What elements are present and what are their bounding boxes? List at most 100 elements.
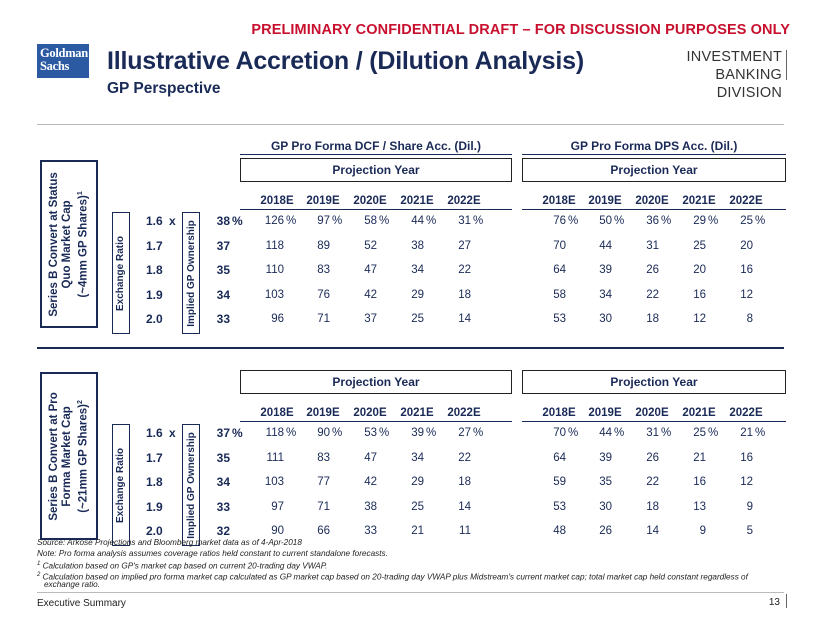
dps-cell: 53: [553, 313, 566, 325]
dcf-cell: 66: [317, 525, 330, 537]
dcf-cell: 22: [458, 264, 471, 276]
group-underline-dps: [522, 154, 786, 155]
dcf-cell: 38: [364, 500, 377, 513]
dcf-cell: 103: [264, 288, 284, 301]
year-header-dps: 2019E: [588, 407, 622, 419]
year-header-dps: 2021E: [682, 407, 716, 419]
dps-cell: 25: [740, 215, 753, 227]
year-header-dcf: 2018E: [260, 195, 294, 207]
dcf-pct: %: [286, 215, 297, 227]
dcf-cell: 118: [265, 427, 284, 439]
side-line1: Series B Convert at Pro: [47, 391, 60, 521]
exchange-ratio-value: 1.8: [146, 475, 163, 489]
exchange-ratio-label: Exchange Ratio: [115, 447, 127, 523]
dcf-cell: 44: [411, 215, 424, 227]
dcf-cell: 110: [265, 264, 284, 276]
dps-pct: %: [755, 215, 766, 227]
dcf-cell: 71: [317, 500, 330, 513]
dps-cell: 18: [646, 313, 659, 325]
panel-side-text: Series B Convert at Status Quo Market Cap…: [48, 172, 91, 316]
year-header-dcf: 2022E: [447, 407, 481, 419]
exchange-ratio-value: 2.0: [146, 312, 163, 326]
dps-cell: 16: [693, 476, 706, 488]
ownership-label-box: Implied GP Ownership: [182, 424, 200, 546]
dps-cell: 48: [553, 525, 566, 537]
dcf-cell: 27: [458, 427, 471, 439]
year-header-dcf: 2019E: [306, 407, 340, 419]
dcf-pct: %: [473, 215, 484, 227]
goldman-sachs-logo: Goldman Sachs: [37, 44, 89, 78]
dcf-pct: %: [426, 215, 437, 227]
dcf-cell: 34: [411, 451, 424, 464]
dcf-cell: 97: [271, 500, 284, 513]
dps-cell: 9: [746, 500, 753, 513]
year-header-dcf: 2020E: [353, 195, 387, 207]
exchange-ratio-label-box: Exchange Ratio: [112, 424, 130, 546]
ownership-value: 34: [216, 287, 230, 302]
page-number: 13: [768, 597, 780, 608]
dps-pct: %: [755, 427, 766, 439]
dcf-cell: 25: [411, 313, 424, 325]
dps-cell: 64: [553, 264, 566, 276]
side-line3-sup: 2: [76, 399, 84, 404]
ownership-value: 35: [216, 263, 230, 277]
exchange-ratio-value: 1.7: [146, 238, 163, 253]
dcf-cell: 90: [271, 525, 284, 537]
side-line3: (~21mm GP Shares)2: [74, 392, 91, 520]
ownership-label: Implied GP Ownership: [185, 219, 197, 327]
dps-cell: 44: [599, 427, 612, 439]
ownership-value: 37: [216, 426, 230, 440]
logo-line1: Goldman: [40, 46, 88, 60]
footer-section: Executive Summary: [37, 598, 126, 609]
dps-pct: %: [661, 215, 672, 227]
dcf-cell: 77: [317, 476, 330, 488]
year-header-dps: 2018E: [542, 195, 576, 207]
dps-pct: %: [708, 215, 719, 227]
dcf-cell: 11: [459, 525, 471, 537]
division-label: INVESTMENT BANKING DIVISION: [650, 48, 782, 102]
dcf-cell: 42: [364, 288, 377, 301]
footnote-2-mark: 2: [37, 572, 41, 578]
dps-cell: 12: [693, 313, 706, 325]
dcf-pct: %: [379, 215, 390, 227]
dps-cell: 22: [646, 476, 659, 488]
dps-cell: 22: [646, 288, 659, 301]
footnote-1-text: Calculation based on GP's market cap bas…: [40, 561, 328, 571]
dps-cell: 44: [599, 239, 612, 252]
dps-cell: 34: [599, 288, 612, 301]
year-header-dps: 2020E: [635, 407, 669, 419]
ownership-pct: %: [232, 426, 243, 440]
dcf-cell: 14: [458, 500, 471, 513]
dcf-cell: 83: [317, 264, 330, 276]
dps-cell: 31: [646, 427, 659, 439]
ownership-pct: %: [232, 214, 243, 228]
dps-cell: 70: [553, 239, 566, 252]
side-line3: (~4mm GP Shares)1: [74, 172, 91, 316]
side-line2: Quo Market Cap: [60, 199, 73, 289]
dps-cell: 59: [553, 476, 566, 488]
side-line3-text: (~4mm GP Shares): [77, 194, 90, 298]
dps-cell: 53: [553, 500, 566, 513]
division-line2: DIVISION: [716, 85, 782, 101]
dcf-pct: %: [286, 427, 297, 439]
ownership-value: 33: [216, 312, 230, 326]
dcf-cell: 42: [364, 476, 377, 488]
ownership-label: Implied GP Ownership: [185, 431, 197, 539]
dcf-cell: 27: [458, 239, 471, 252]
dps-cell: 39: [599, 264, 612, 276]
exchange-ratio-label-box: Exchange Ratio: [112, 212, 130, 334]
dps-cell: 39: [599, 451, 612, 464]
dps-cell: 9: [699, 525, 706, 537]
year-underline-dcf: [240, 209, 512, 210]
dcf-cell: 33: [364, 525, 377, 537]
footnote-2-text: Calculation based on implied pro forma m…: [40, 572, 748, 582]
dcf-cell: 58: [364, 215, 377, 227]
dps-cell: 14: [646, 525, 659, 537]
ownership-value: 33: [216, 499, 230, 514]
year-header-dps: 2022E: [729, 195, 763, 207]
dcf-cell: 47: [364, 451, 377, 464]
projection-box-dcf: Projection Year: [240, 158, 512, 182]
dcf-cell: 97: [317, 215, 330, 227]
exchange-ratio-label: Exchange Ratio: [115, 235, 127, 311]
logo-line2: Sachs: [40, 59, 70, 73]
